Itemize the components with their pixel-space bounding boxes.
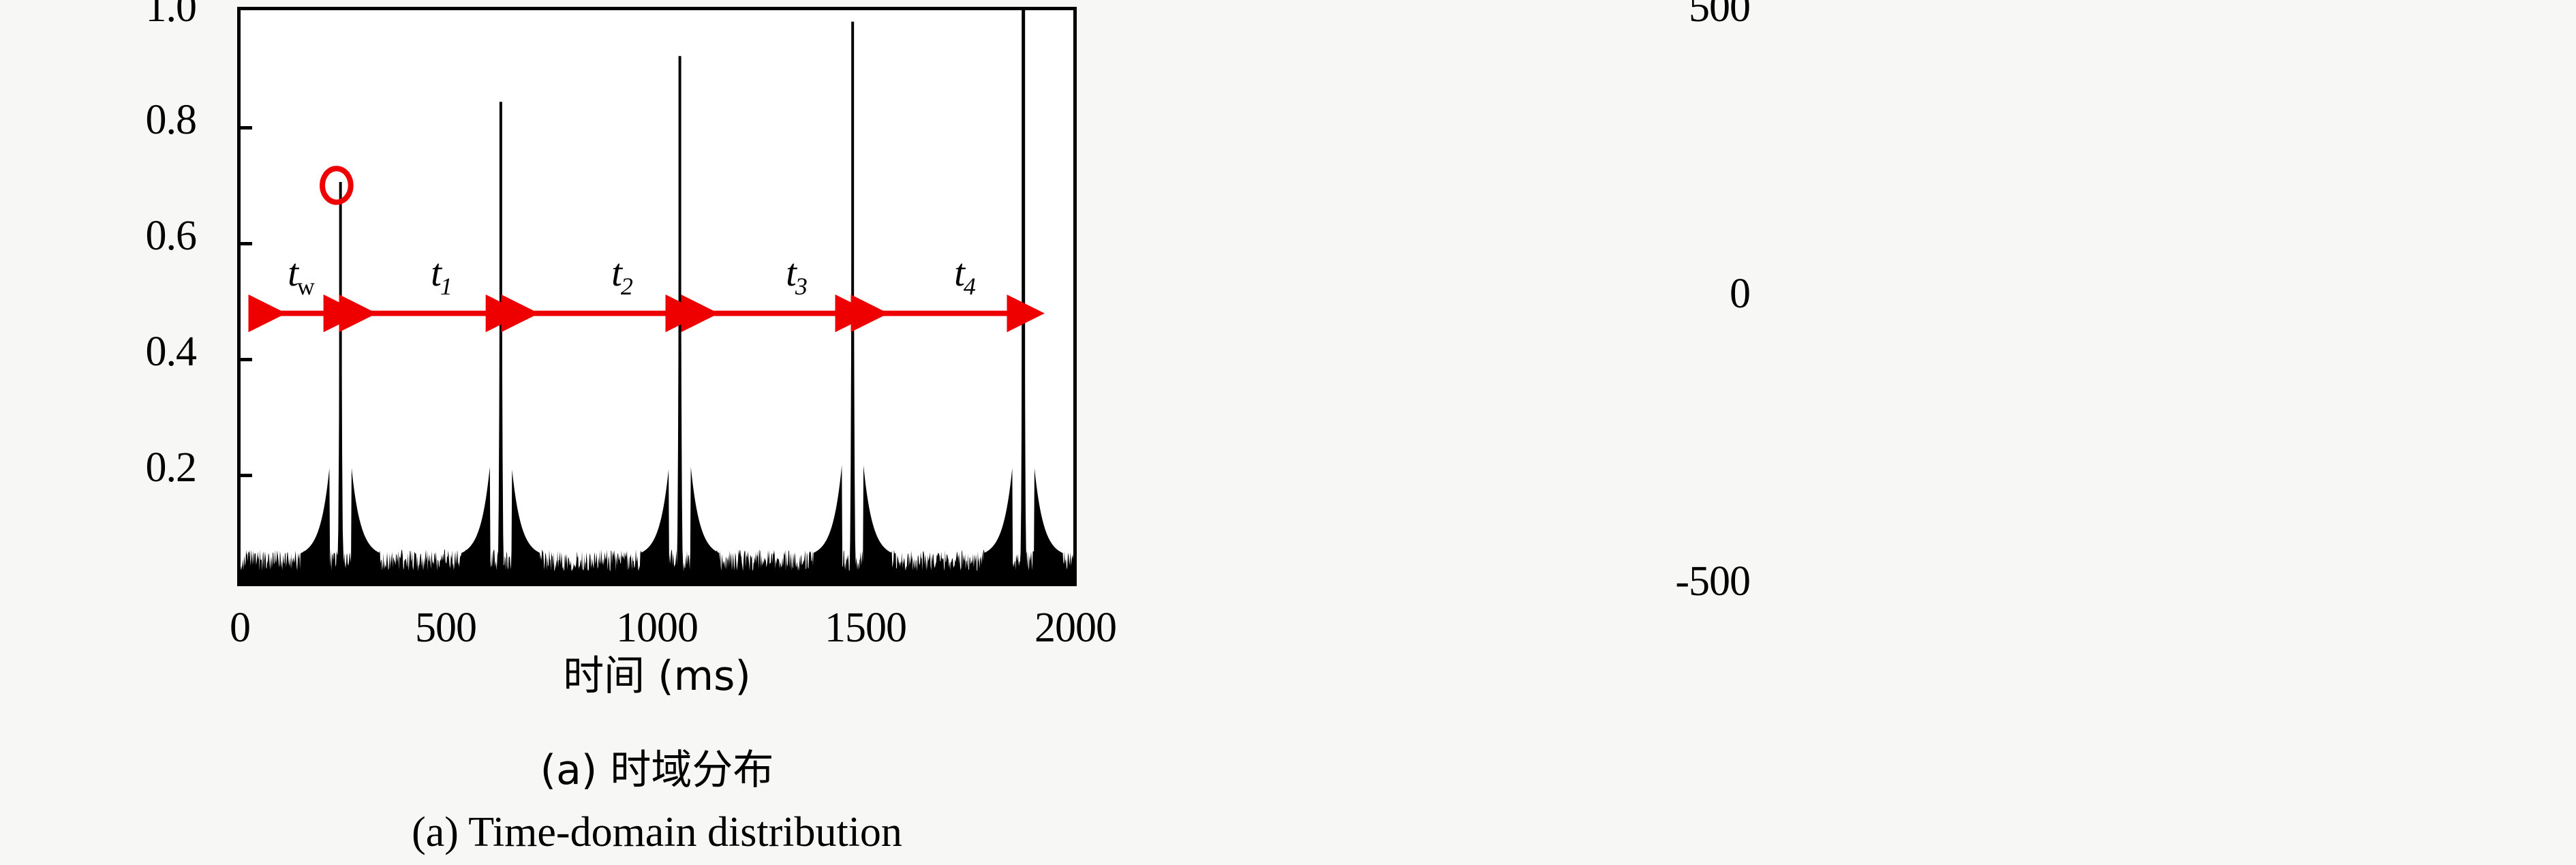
ytick-label-a: 1.0 bbox=[145, 0, 197, 31]
interval-label-sub: 3 bbox=[795, 273, 808, 300]
caption-a-english: (a) Time-domain distribution bbox=[412, 809, 902, 855]
plot-area-time-domain bbox=[237, 7, 1077, 586]
interval-label-t1: t1 bbox=[388, 252, 497, 299]
xtick-label-a: 0 bbox=[230, 605, 251, 651]
ytick-label-a: 0.8 bbox=[145, 97, 197, 143]
interval-label-tw: tw bbox=[247, 252, 356, 299]
ytick-mark bbox=[241, 474, 252, 477]
interval-label-base: t bbox=[288, 252, 298, 294]
xtick-label-a: 1000 bbox=[616, 605, 699, 651]
ytick-label-a: 0.6 bbox=[145, 213, 197, 259]
ytick-label-a: 0.4 bbox=[145, 329, 197, 375]
interval-label-t2: t2 bbox=[568, 252, 677, 299]
interval-label-t3: t3 bbox=[743, 252, 852, 299]
ytick-mark bbox=[241, 126, 252, 130]
x-axis-label-a-cjk: 时间 (ms) bbox=[563, 652, 751, 700]
interval-label-base: t bbox=[431, 252, 442, 294]
ytick-label-a: 0.2 bbox=[145, 444, 197, 491]
interval-label-sub: w bbox=[296, 273, 315, 300]
panel-time-frequency: 500 0 -500 频率 (Hz) 0 0.5 1.0 1.5 2.0 时间 … bbox=[1288, 0, 2576, 865]
ytick-label-b: 0 bbox=[1730, 271, 1751, 317]
ytick-mark bbox=[241, 358, 252, 361]
caption-a-chinese: (a) 时域分布 bbox=[540, 746, 774, 794]
xtick-label-a: 2000 bbox=[1034, 605, 1117, 651]
xtick-label-a: 1500 bbox=[825, 605, 907, 651]
interval-label-base: t bbox=[786, 252, 797, 294]
xtick-label-a: 500 bbox=[415, 605, 477, 651]
panel-time-domain: 1.0 0.8 0.6 0.4 0.2 归一化幅度 bbox=[145, 0, 1118, 855]
interval-label-sub: 4 bbox=[963, 273, 976, 300]
peak-highlight-circle bbox=[320, 166, 354, 205]
ytick-label-b: 500 bbox=[1689, 0, 1751, 31]
interval-label-sub: 2 bbox=[620, 273, 633, 300]
ytick-mark bbox=[241, 242, 252, 245]
interval-arrow-group bbox=[248, 166, 1045, 333]
x-axis-label-a: 时间 (ms) bbox=[237, 656, 1077, 697]
interval-label-base: t bbox=[611, 252, 622, 294]
interval-label-base: t bbox=[954, 252, 965, 294]
interval-label-t4: t4 bbox=[911, 252, 1020, 299]
interval-label-sub: 1 bbox=[440, 273, 453, 300]
ytick-label-b: -500 bbox=[1675, 558, 1751, 605]
